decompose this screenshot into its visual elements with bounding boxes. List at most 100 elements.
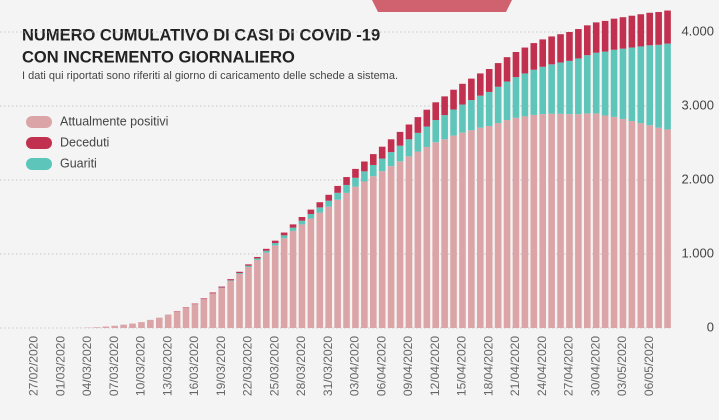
- bar-segment: [637, 14, 645, 47]
- bar-segment: [592, 113, 600, 329]
- bar-segment: [147, 319, 154, 328]
- bar-segment: [503, 120, 511, 328]
- bar-segment: [369, 176, 377, 328]
- bar-segment: [423, 109, 431, 127]
- x-tick-label: 15/04/2020: [455, 336, 469, 396]
- bar-segment: [485, 125, 493, 328]
- x-tick-label: 30/04/2020: [588, 336, 602, 396]
- bar-segment: [236, 273, 243, 274]
- bar-segment: [245, 266, 252, 328]
- bar-segment: [325, 194, 333, 201]
- bar-segment: [512, 77, 520, 118]
- bar-segment: [575, 29, 582, 59]
- legend-label: Guariti: [60, 156, 97, 170]
- bar-segment: [280, 238, 288, 328]
- bar-segment: [530, 69, 538, 115]
- bar-segment: [102, 326, 110, 328]
- bar-segment: [637, 123, 645, 328]
- x-tick-label: 16/03/2020: [187, 336, 201, 396]
- bar-segment: [601, 20, 609, 52]
- x-tick-label: 18/04/2020: [481, 336, 495, 396]
- bar-segment: [369, 164, 377, 177]
- x-tick-label: 12/04/2020: [428, 336, 442, 396]
- bar-segment: [361, 181, 368, 328]
- bar-segment: [503, 81, 511, 121]
- bar-segment: [209, 293, 217, 328]
- bar-segment: [280, 232, 288, 236]
- bar-segment: [664, 129, 671, 328]
- bar-segment: [182, 307, 190, 328]
- bar-segment: [414, 117, 422, 133]
- bar-segment: [485, 91, 493, 126]
- bar-segment: [521, 116, 529, 328]
- bar-segment: [521, 47, 529, 74]
- bar-segment: [289, 224, 297, 228]
- bar-segment: [592, 52, 600, 114]
- bar-segment: [530, 43, 538, 70]
- bar-segment: [262, 252, 270, 328]
- y-tick-label: 1.000: [681, 245, 714, 260]
- bar-segment: [316, 207, 324, 213]
- bar-segment: [298, 220, 306, 225]
- bar-segment: [218, 287, 226, 328]
- bar-segment: [343, 184, 350, 193]
- bar-segment: [628, 121, 636, 328]
- bar-segment: [548, 36, 555, 65]
- bar-segment: [236, 273, 243, 328]
- bar-segment: [298, 224, 306, 328]
- x-tick-label: 03/05/2020: [615, 336, 629, 396]
- bar-segment: [423, 146, 431, 328]
- legend-swatch: [26, 116, 52, 128]
- bar-segment: [396, 131, 404, 146]
- bar-segment: [628, 15, 636, 48]
- bar-segment: [387, 139, 395, 153]
- bar-segment: [566, 60, 573, 115]
- bar-segment: [298, 217, 306, 221]
- bar-segment: [352, 177, 359, 187]
- x-tick-label: 07/03/2020: [107, 336, 121, 396]
- bar-segment: [120, 324, 127, 328]
- bar-segment: [441, 139, 448, 328]
- bar-segment: [111, 325, 119, 328]
- bar-segment: [387, 152, 395, 167]
- legend-label: Attualmente positivi: [60, 114, 168, 128]
- bar-segment: [476, 95, 484, 128]
- bar-segment: [655, 127, 662, 328]
- bar-segment: [262, 248, 270, 251]
- bar-segment: [378, 171, 386, 328]
- bar-segment: [325, 206, 333, 328]
- bar-segment: [218, 286, 226, 288]
- bar-segment: [601, 51, 609, 116]
- bar-segment: [200, 299, 208, 328]
- bar-segment: [316, 202, 324, 208]
- bar-segment: [610, 18, 618, 50]
- x-tick-label: 10/03/2020: [134, 336, 148, 396]
- bar-segment: [459, 104, 466, 133]
- bar-segment: [361, 171, 368, 182]
- y-tick-label: 2.000: [681, 171, 714, 186]
- bar-segment: [548, 64, 555, 114]
- bar-segment: [262, 250, 270, 253]
- bar-segment: [396, 145, 404, 162]
- x-tick-label: 28/03/2020: [294, 336, 308, 396]
- bar-segment: [352, 168, 359, 178]
- legend-swatch: [26, 158, 52, 170]
- bar-segment: [646, 125, 654, 329]
- bar-segment: [423, 126, 431, 147]
- bar-segment: [164, 314, 172, 328]
- bar-segment: [280, 235, 288, 239]
- bar-segment: [271, 245, 279, 328]
- x-tick-label: 22/03/2020: [241, 336, 255, 396]
- bar-segment: [610, 116, 618, 329]
- chart-title: NUMERO CUMULATIVO DI CASI DI COVID -19: [22, 26, 380, 44]
- bar-segment: [476, 127, 484, 328]
- bar-segment: [254, 259, 261, 328]
- bar-segment: [468, 130, 475, 328]
- bar-segment: [307, 214, 315, 219]
- bar-segment: [450, 109, 457, 136]
- bar-segment: [325, 200, 333, 207]
- bar-segment: [378, 158, 386, 172]
- bar-segment: [334, 192, 341, 200]
- bar-segment: [459, 83, 466, 105]
